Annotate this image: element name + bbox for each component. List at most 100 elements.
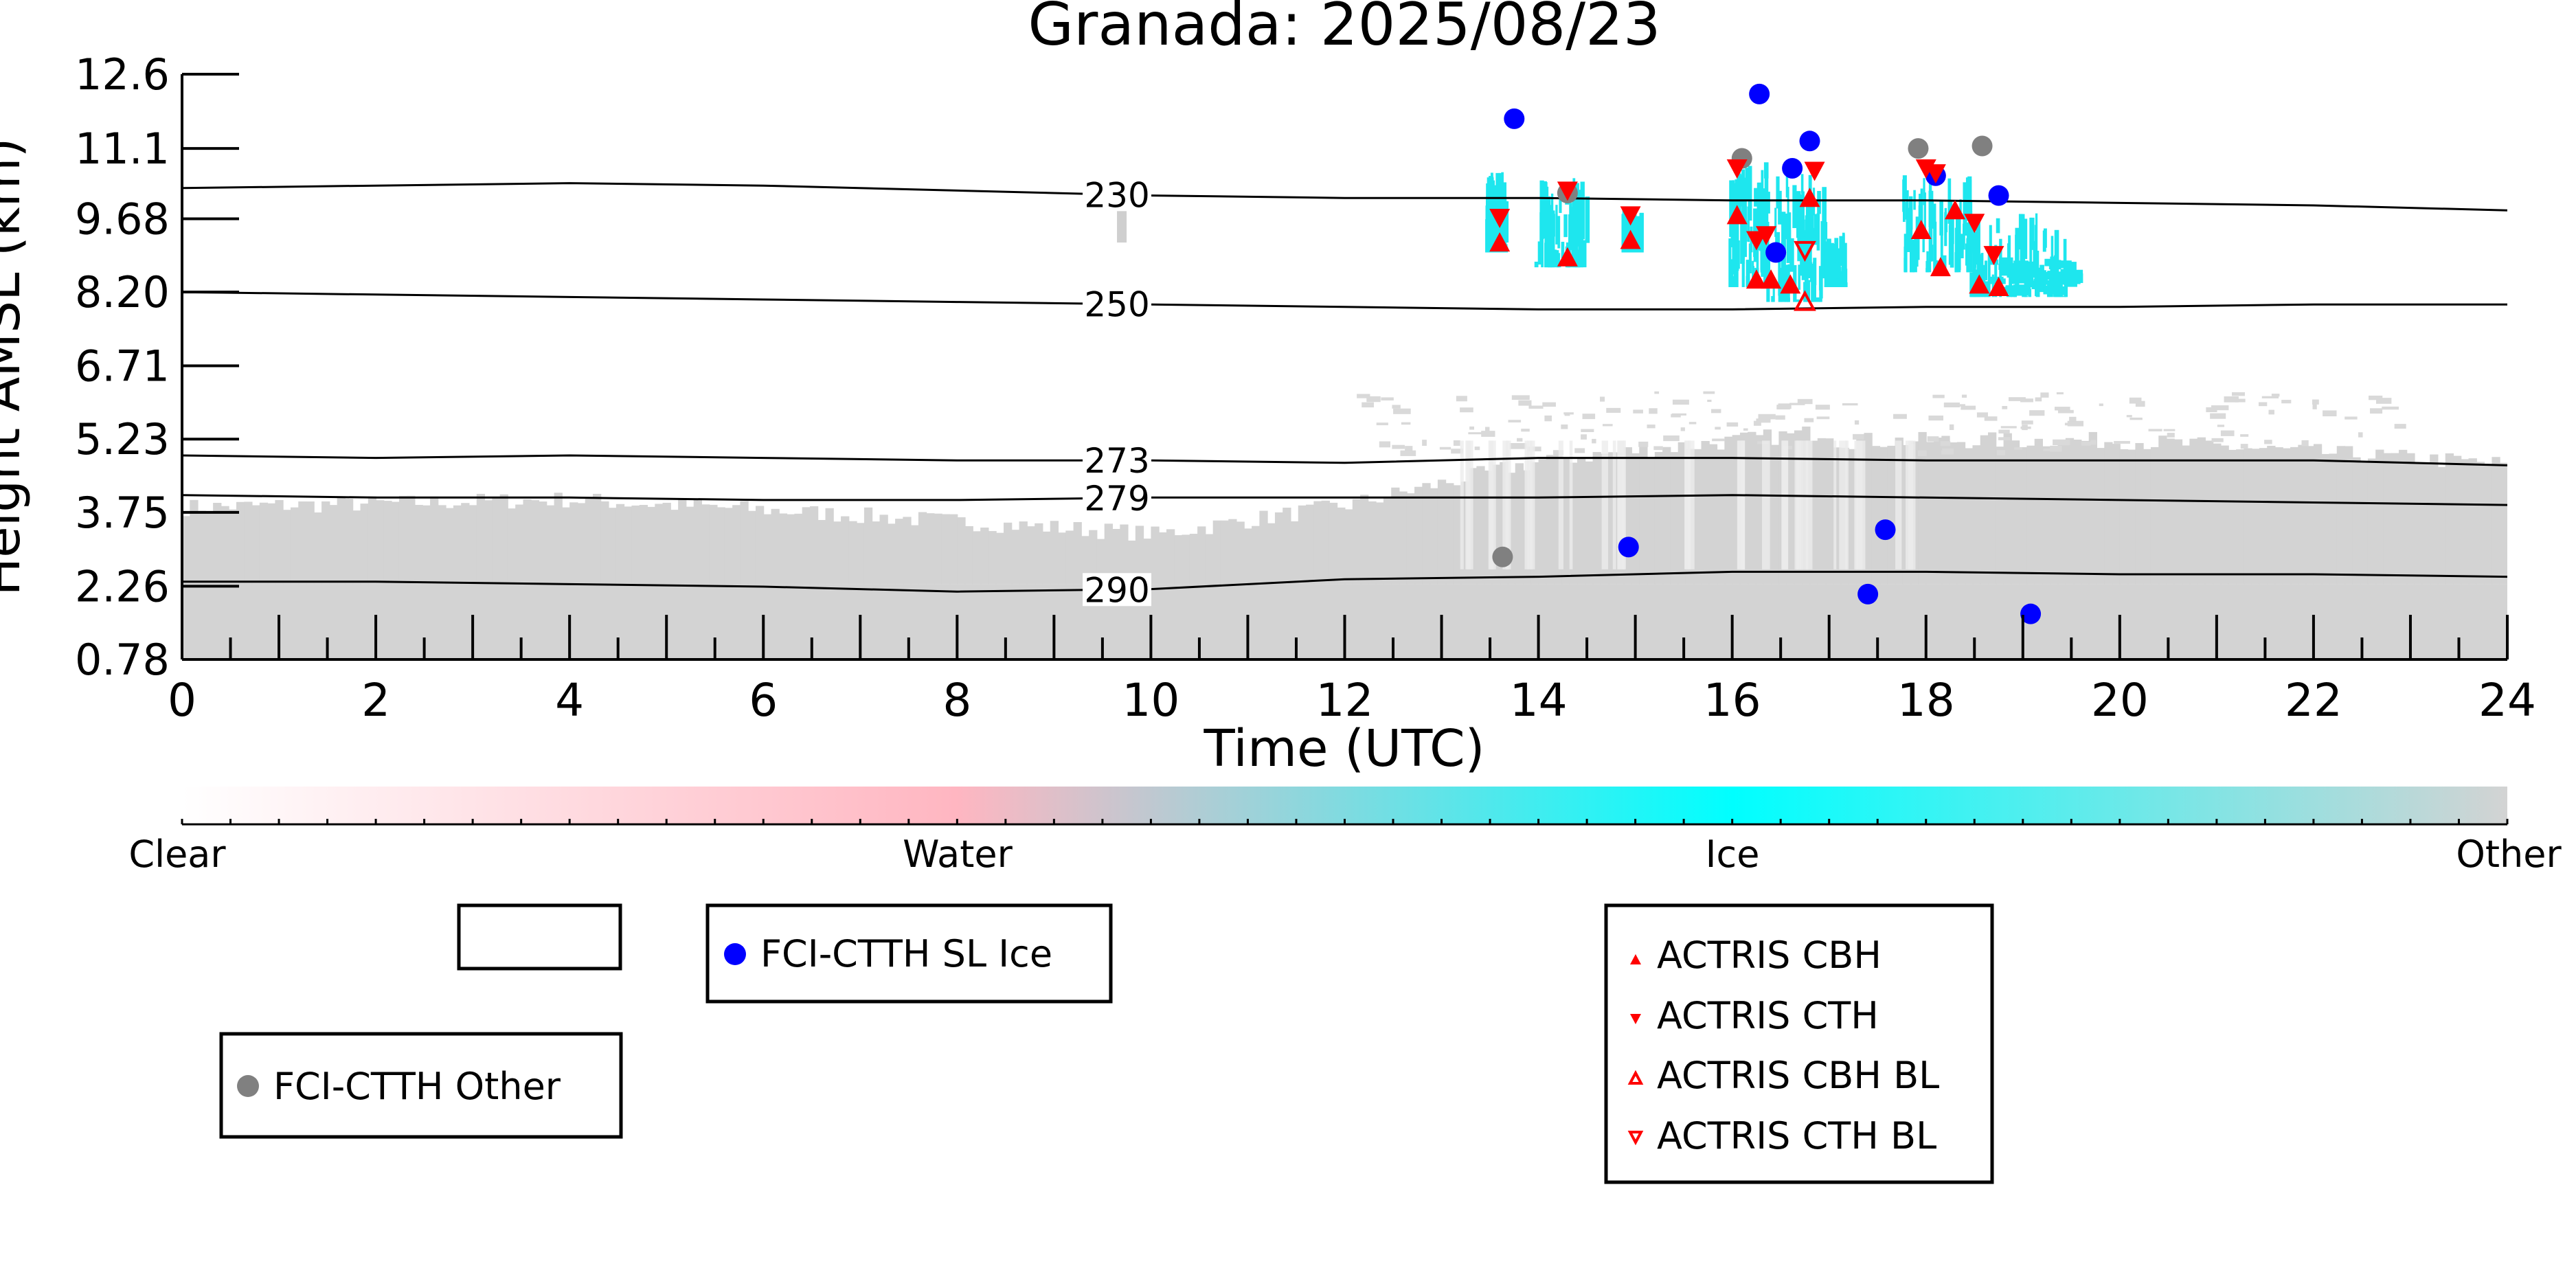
cloud-mask-speck [1753, 420, 1761, 426]
cloud-mask-gap [1845, 440, 1849, 569]
cloud-mask-speck [1460, 407, 1473, 413]
cloud-mask-speck [2069, 416, 2077, 422]
cloud-mask-speck [2008, 397, 2026, 401]
ice-streak [1819, 269, 1822, 302]
ice-streak [1979, 291, 1982, 297]
ice-streak [1730, 259, 1734, 286]
actris-cbh-point [1489, 232, 1511, 252]
ice-streak [1568, 214, 1571, 266]
cloud-mask-column [647, 506, 656, 585]
ice-streak [1919, 194, 1921, 221]
cloud-mask-column [1701, 440, 1710, 585]
x-tick-label: 24 [2478, 674, 2536, 727]
cloud-mask-speck [1672, 399, 1689, 405]
ice-streak [1795, 299, 1800, 302]
cloud-mask-column [391, 501, 400, 585]
cloud-mask-column [554, 493, 563, 585]
ice-streak [1625, 215, 1631, 253]
cloud-mask-column [1654, 452, 1664, 585]
cloud-mask-column [2437, 466, 2446, 585]
legend-cth-bl-label: ACTRIS CTH BL [1657, 1114, 1936, 1157]
cloud-mask-column [1677, 442, 1686, 585]
ice-streak [1909, 196, 1913, 230]
cloud-mask-column [825, 508, 834, 585]
cloud-mask-column [2430, 454, 2439, 585]
ice-tail [2016, 265, 2031, 273]
cloud-mask-column [561, 507, 571, 585]
legend-actris: ACTRIS CBH ACTRIS CTH ACTRIS CBH BL ACTR… [1604, 903, 1994, 1184]
ice-streak [1926, 251, 1929, 267]
cloud-mask-column [833, 521, 842, 585]
cloud-mask-speck [2064, 422, 2069, 426]
y-axis-label: Height AMSL (km) [0, 137, 32, 596]
ice-streak [1958, 234, 1964, 259]
cloud-mask-column [2026, 445, 2035, 585]
cloud-mask-column [1925, 442, 1935, 585]
ice-streak [1976, 215, 1980, 265]
y-tick-label: 9.68 [75, 194, 170, 244]
cloud-mask-column [484, 500, 493, 585]
ice-streak [1754, 188, 1758, 207]
cloud-mask-column [1879, 447, 1888, 585]
cloud-mask-speck [2021, 420, 2033, 425]
cloud-mask-column [2305, 446, 2314, 585]
cloud-mask-speck [1816, 416, 1830, 420]
ice-streak [1805, 280, 1811, 302]
cloud-mask-column [2399, 449, 2408, 585]
ice-streak [1487, 177, 1491, 210]
cloud-mask-speck [1671, 413, 1686, 416]
cloud-mask-column [213, 503, 222, 585]
ice-streak [1561, 241, 1565, 259]
cloud-mask-column [1360, 495, 1369, 585]
ice-streak [1950, 236, 1954, 268]
cloud-mask-column [461, 503, 470, 585]
cloud-mask-speck [2081, 442, 2091, 446]
colorbar-label-water: Water [903, 833, 1013, 876]
ice-streak [1733, 267, 1738, 287]
cloud-mask-column [1337, 507, 1346, 585]
cloud-mask-column [957, 517, 966, 585]
isotherm-273 [182, 454, 2507, 466]
cloud-mask-column [2290, 447, 2299, 585]
cloud-mask-speck [1941, 450, 1953, 455]
ice-streak [1557, 216, 1561, 249]
x-tick-label: 18 [1897, 674, 1955, 727]
cloud-mask-column [1104, 523, 1113, 585]
cloud-mask-speck [1649, 408, 1658, 414]
ice-tail [2001, 257, 2013, 264]
cloud-mask-column [530, 500, 540, 585]
cloud-mask-column [1476, 466, 1485, 585]
ice-tail [2031, 283, 2044, 290]
actris-cth-point [1620, 206, 1641, 226]
ice-streak [2023, 218, 2028, 260]
cloud-mask-column [476, 493, 486, 585]
cloud-mask-speck [2129, 417, 2143, 420]
ice-streak [1945, 214, 1948, 233]
cloud-mask-gap [1781, 440, 1789, 569]
cloud-mask-speck [2148, 429, 2162, 431]
cloud-mask-column [1329, 502, 1338, 585]
cloud-mask-column [2298, 444, 2307, 585]
cloud-mask-speck [1474, 447, 1480, 451]
ice-streak [1534, 261, 1539, 268]
ice-streak [1915, 216, 1919, 232]
x-tick-label: 20 [2091, 674, 2149, 727]
ice-streak [1940, 226, 1943, 268]
cloud-mask-column [329, 505, 338, 585]
cloud-mask-speck [2040, 392, 2049, 398]
x-tick-label: 2 [361, 674, 390, 727]
ice-streak [2043, 228, 2047, 248]
cloud-mask-gap [1802, 440, 1809, 569]
cloud-mask-column [593, 493, 602, 585]
cloud-mask-column [1538, 459, 1547, 585]
cloud-mask-column [662, 502, 671, 585]
legend-cth-label: ACTRIS CTH [1657, 994, 1879, 1037]
cloud-mask-speck [1405, 446, 1413, 452]
cloud-mask-column [1748, 431, 1756, 585]
ice-streak [1729, 180, 1733, 237]
cloud-mask-column [787, 514, 795, 585]
cloud-mask-column [1639, 445, 1648, 585]
fci-ctth-sl-ice-point [1782, 157, 1803, 179]
cloud-mask-column [2228, 449, 2237, 585]
ice-streak [1963, 182, 1967, 236]
